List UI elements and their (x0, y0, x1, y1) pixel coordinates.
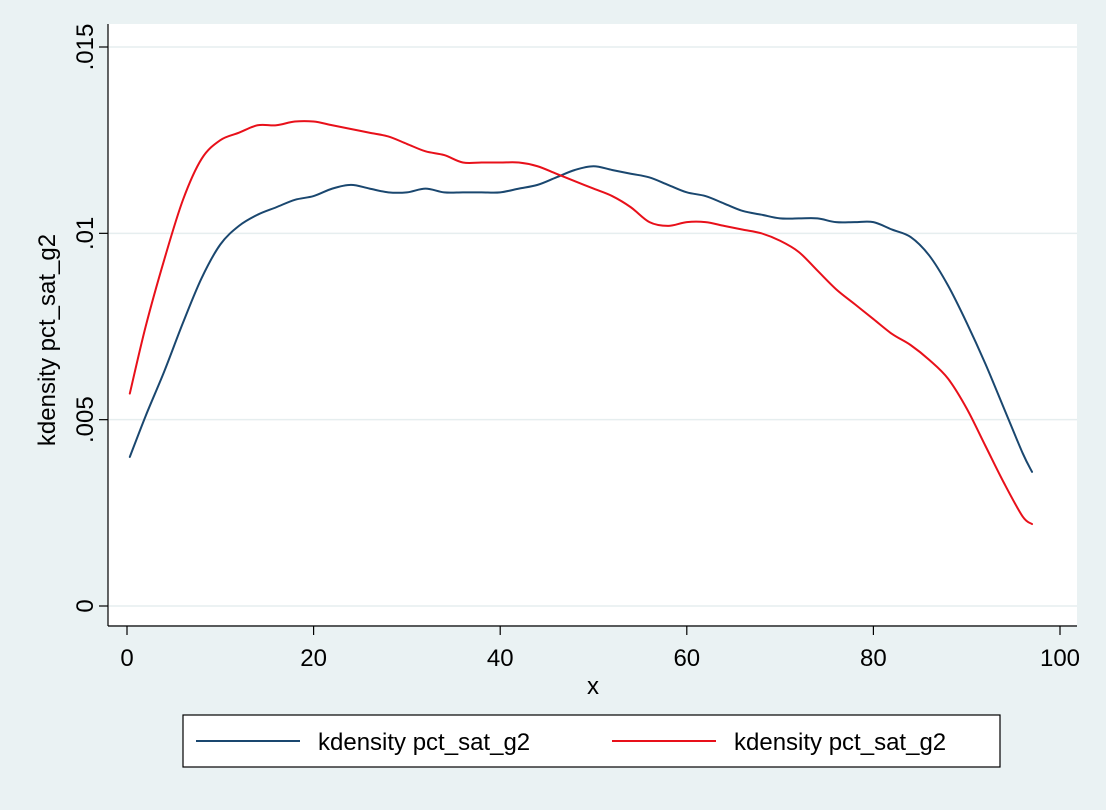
y-tick-label: .01 (72, 217, 99, 250)
y-tick-label: 0 (72, 599, 99, 612)
series-line-1 (128, 165, 1034, 473)
axes (107, 24, 1077, 627)
x-tick-label: 20 (300, 645, 327, 672)
x-axis-label: x (587, 673, 599, 700)
x-tick-label: 40 (487, 645, 514, 672)
y-tick-label: .005 (72, 396, 99, 443)
legend-label-series-1: kdensity pct_sat_g2 (318, 729, 530, 756)
y-tick-label: .015 (72, 24, 99, 71)
x-tick-label: 100 (1040, 645, 1080, 672)
legend-box (182, 714, 1001, 768)
x-tick-label: 60 (673, 645, 700, 672)
y-ticks: 0 .005 .01 .015 (72, 24, 108, 613)
grid-lines (109, 46, 1077, 607)
y-axis-label: kdensity pct_sat_g2 (34, 234, 61, 446)
x-ticks: 0 20 40 60 80 100 (120, 626, 1080, 672)
x-tick-label: 80 (860, 645, 887, 672)
series-lines (128, 120, 1034, 526)
x-tick-label: 0 (120, 645, 133, 672)
plot-background (108, 24, 1077, 625)
legend: kdensity pct_sat_g2 kdensity pct_sat_g2 (182, 714, 1001, 768)
legend-label-series-2: kdensity pct_sat_g2 (734, 729, 946, 756)
series-line-2 (128, 120, 1034, 526)
